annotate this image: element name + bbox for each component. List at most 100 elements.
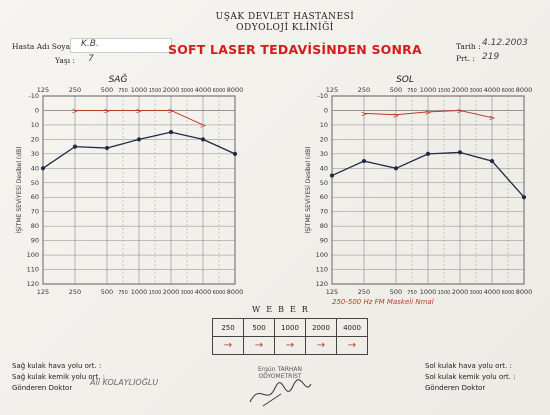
bone-conduction-line xyxy=(363,109,493,119)
y-tick-label: 110 xyxy=(316,266,328,274)
x-tick-label-bottom: 500 xyxy=(101,288,113,296)
x-tick-label-top: 1000 xyxy=(420,86,437,94)
x-tick-label-top: 500 xyxy=(390,86,402,94)
air-point xyxy=(168,130,174,135)
left-air-label: Sol kulak hava yolu ort. : xyxy=(425,362,512,370)
arrow-right-icon: → xyxy=(254,340,264,351)
x-tick-label-top: 750 xyxy=(118,88,128,94)
y-tick-label: 40 xyxy=(320,164,328,172)
weber-title: WEBER xyxy=(252,305,314,314)
x-tick-label-bottom: 6000 xyxy=(502,290,515,296)
x-tick-label-top: 4000 xyxy=(195,86,212,94)
x-tick-label-bottom: 8000 xyxy=(516,288,533,296)
x-tick-label-bottom: 4000 xyxy=(484,288,501,296)
signature-stamp: Ergün TARHAN ODYOMETRİST xyxy=(240,366,320,380)
x-tick-label-bottom: 500 xyxy=(390,288,402,296)
bone-point: > xyxy=(136,106,143,115)
x-tick-label-top: 3000 xyxy=(181,88,194,94)
x-tick-label-bottom: 2000 xyxy=(163,288,180,296)
chart-title: SAĞ xyxy=(109,73,128,85)
bone-conduction-line xyxy=(75,109,204,126)
air-point xyxy=(329,173,335,178)
chart-title: SOL xyxy=(396,75,414,85)
x-tick-label-bottom: 250 xyxy=(69,288,81,296)
left-bone-label: Sol kulak kemik yolu ort. : xyxy=(425,373,516,381)
weber-frequency-row: 250 500 1000 2000 4000 xyxy=(212,318,368,337)
x-tick-label-top: 125 xyxy=(37,86,49,94)
referring-doctor-value: Ali KOLAYLIOĞLU xyxy=(90,378,159,387)
x-tick-label-bottom: 250 xyxy=(358,288,370,296)
x-tick-label-bottom: 8000 xyxy=(227,288,244,296)
bone-point: > xyxy=(457,106,464,115)
x-tick-label-top: 8000 xyxy=(227,86,244,94)
x-tick-label-top: 1500 xyxy=(438,88,451,94)
x-tick-label-top: 125 xyxy=(326,86,338,94)
x-tick-label-bottom: 1000 xyxy=(131,288,148,296)
air-point xyxy=(72,144,78,149)
air-point xyxy=(104,145,110,151)
x-tick-label-top: 250 xyxy=(69,86,81,94)
x-tick-label-top: 8000 xyxy=(516,86,533,94)
referring-doctor-label: Gönderen Doktor xyxy=(12,384,73,392)
patient-name-label: Hasta Adı Soyadı xyxy=(12,42,78,51)
x-tick-label-top: 2000 xyxy=(163,86,180,94)
hospital-name: UŞAK DEVLET HASTANESİ xyxy=(215,12,355,22)
x-tick-label-top: 3000 xyxy=(470,88,483,94)
age-value: 7 xyxy=(88,54,94,64)
y-tick-label: -10 xyxy=(317,92,328,100)
y-tick-label: -10 xyxy=(28,92,39,100)
y-tick-label: 10 xyxy=(31,121,39,129)
y-tick-label: 70 xyxy=(31,208,39,216)
y-tick-label: 50 xyxy=(320,179,328,187)
air-point xyxy=(200,137,206,142)
clinic-name: ODYOLOJİ KLİNİĞİ xyxy=(236,23,334,33)
weber-freq-cell: 1000 xyxy=(274,318,306,337)
y-tick-label: 70 xyxy=(320,208,328,216)
y-axis-label: İŞİTME SEVİYESİ Desibel (dB) xyxy=(16,146,23,233)
x-tick-label-top: 6000 xyxy=(213,88,226,94)
x-tick-label-top: 250 xyxy=(358,86,370,94)
bone-point: > xyxy=(168,106,175,115)
arrow-right-icon: → xyxy=(223,340,233,351)
air-point xyxy=(521,195,527,200)
protocol-label: Prt. : xyxy=(456,54,475,63)
air-point xyxy=(136,137,142,142)
y-tick-label: 100 xyxy=(27,251,39,259)
weber-freq-cell: 4000 xyxy=(336,318,368,337)
x-tick-label-bottom: 3000 xyxy=(470,290,483,296)
x-tick-label-top: 750 xyxy=(407,88,417,94)
weber-freq-cell: 250 xyxy=(212,318,244,337)
y-tick-label: 60 xyxy=(320,193,328,201)
stamp-title: ODYOMETRİST xyxy=(258,373,302,380)
x-tick-label-top: 4000 xyxy=(484,86,501,94)
y-tick-label: 20 xyxy=(31,135,39,143)
stamp-name: Ergün TARHAN xyxy=(257,366,303,373)
x-tick-label-top: 6000 xyxy=(502,88,515,94)
y-tick-label: 110 xyxy=(27,266,39,274)
y-tick-label: 40 xyxy=(31,164,39,172)
y-tick-label: 80 xyxy=(31,222,39,230)
y-tick-label: 20 xyxy=(320,135,328,143)
x-tick-label-bottom: 1500 xyxy=(149,290,162,296)
x-tick-label-bottom: 750 xyxy=(407,290,417,296)
weber-table: 250 500 1000 2000 4000 → → → → → xyxy=(212,318,368,355)
bone-point: > xyxy=(104,106,111,115)
right-bone-label: Sağ kulak kemik yolu ort. : xyxy=(12,373,106,381)
x-tick-label-bottom: 2000 xyxy=(452,288,469,296)
x-tick-label-bottom: 1000 xyxy=(420,288,437,296)
x-tick-label-bottom: 4000 xyxy=(195,288,212,296)
air-point xyxy=(361,158,367,164)
x-tick-label-bottom: 750 xyxy=(118,290,128,296)
y-tick-label: 10 xyxy=(320,121,328,129)
x-tick-label-bottom: 6000 xyxy=(213,290,226,296)
age-label: Yaşı : xyxy=(55,56,75,65)
y-tick-label: 90 xyxy=(31,237,39,245)
weber-result-cell: → xyxy=(274,336,306,355)
weber-result-cell: → xyxy=(212,336,244,355)
weber-result-row: → → → → → xyxy=(212,336,368,355)
x-tick-label-bottom: 125 xyxy=(326,288,338,296)
